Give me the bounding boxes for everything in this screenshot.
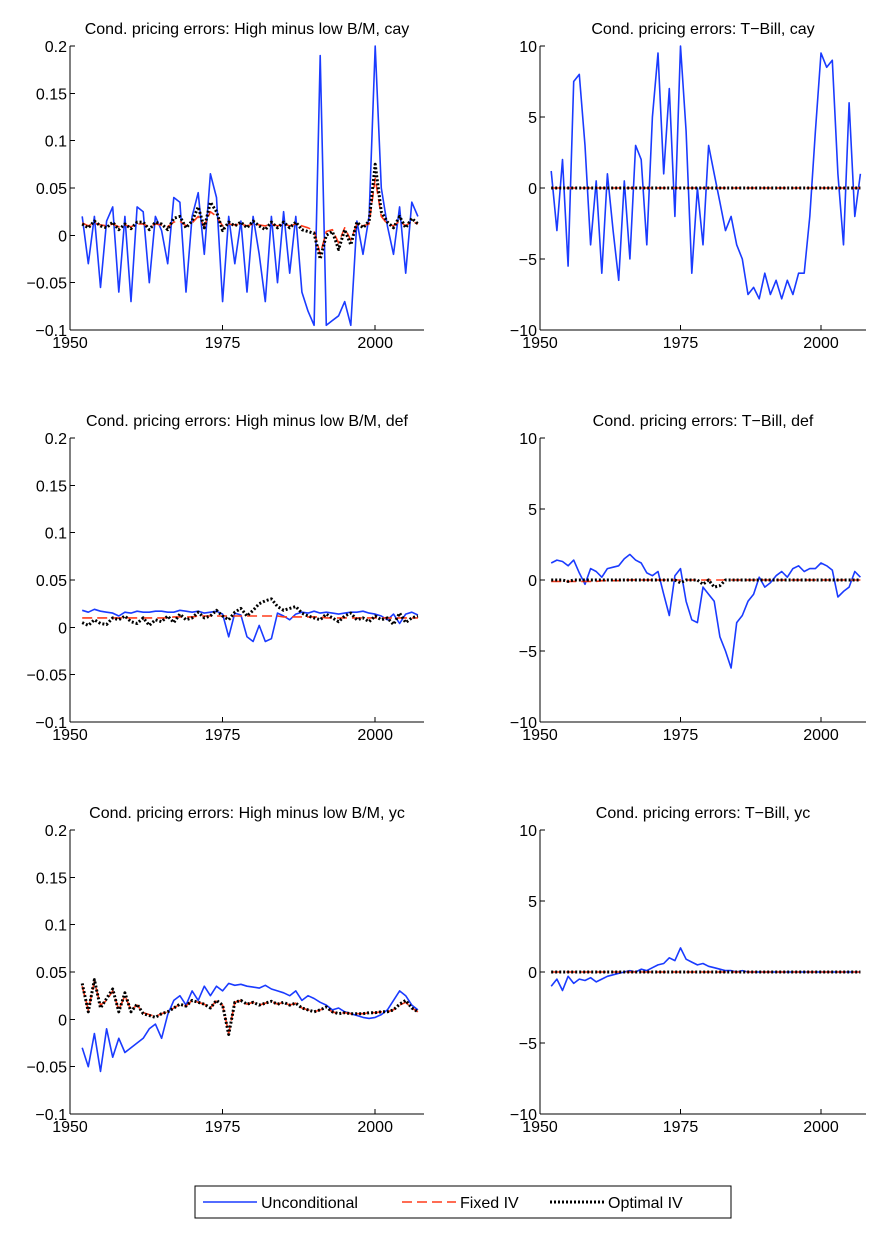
series-line-unconditional: [550, 45, 862, 300]
legend-box: [194, 1185, 732, 1219]
chart-panel-4: Cond. pricing errors: T−Bill, def −10 −5 0 5…: [510, 413, 866, 744]
chart-panel-6: Cond. pricing errors: T−Bill, yc −10 −5 0 5 1…: [510, 805, 866, 1136]
series-line-unconditional: [550, 947, 861, 992]
chart-title: Cond. pricing errors: High minus low B/M…: [86, 413, 408, 430]
y-tick-label: −5: [519, 1036, 537, 1053]
x-tick-label: 2000: [357, 1119, 393, 1136]
series-line-fixed-iv: [82, 615, 418, 619]
y-tick-label: −10: [510, 323, 537, 340]
series-line-optimal-iv: [80, 978, 419, 1036]
x-tick-label: 1975: [663, 1119, 699, 1136]
x-tick-label: 1950: [522, 335, 558, 352]
x-tick-label: 1950: [52, 1119, 88, 1136]
y-tick-label: 0.2: [45, 823, 67, 840]
y-tick-label: −0.1: [35, 715, 67, 732]
y-tick-label: 5: [528, 502, 537, 519]
y-tick-label: 0: [528, 965, 537, 982]
y-tick-label: 0.05: [36, 181, 67, 198]
chart-title: Cond. pricing errors: T−Bill, def: [593, 413, 814, 430]
y-tick-label: 5: [528, 894, 537, 911]
y-tick-label: −10: [510, 715, 537, 732]
x-tick-label: 1975: [205, 727, 241, 744]
x-tick-label: 1950: [52, 727, 88, 744]
x-tick-label: 2000: [803, 1119, 839, 1136]
y-tick-label: 0.1: [45, 134, 67, 151]
y-tick-label: −10: [510, 1107, 537, 1124]
x-tick-label: 1975: [663, 727, 699, 744]
y-tick-label: 0: [58, 1012, 67, 1029]
y-tick-label: −5: [519, 252, 537, 269]
x-tick-label: 2000: [357, 727, 393, 744]
chart-title: Cond. pricing errors: T−Bill, cay: [591, 21, 814, 38]
y-tick-label: 0: [58, 228, 67, 245]
x-tick-label: 1975: [205, 335, 241, 352]
y-tick-label: −0.05: [27, 1060, 68, 1077]
y-tick-label: 0.2: [45, 39, 67, 56]
y-tick-label: 0: [58, 620, 67, 637]
legend-label: Optimal IV: [608, 1195, 683, 1212]
x-tick-label: 1950: [52, 335, 88, 352]
series-line-fixed-iv: [81, 177, 419, 256]
y-tick-label: 0.05: [36, 965, 67, 982]
chart-panel-1: Cond. pricing errors: High minus low B/M…: [27, 21, 424, 352]
series-line-unconditional: [81, 608, 419, 643]
y-tick-label: 0.15: [36, 478, 67, 495]
y-tick-label: −0.05: [27, 276, 68, 293]
y-tick-label: 0: [528, 181, 537, 198]
series-line-optimal-iv: [81, 162, 419, 261]
y-tick-label: −0.1: [35, 323, 67, 340]
y-tick-label: 0.15: [36, 86, 67, 103]
x-tick-label: 1950: [522, 727, 558, 744]
x-tick-label: 2000: [803, 727, 839, 744]
series-line-unconditional: [550, 553, 861, 669]
series-line-unconditional: [81, 45, 419, 327]
x-tick-label: 1975: [663, 335, 699, 352]
x-tick-label: 2000: [803, 335, 839, 352]
chart-title: Cond. pricing errors: High minus low B/M…: [85, 21, 410, 38]
y-tick-label: 0.15: [36, 870, 67, 887]
y-tick-label: 0.1: [45, 526, 67, 543]
x-tick-label: 1950: [522, 1119, 558, 1136]
y-tick-label: 0.05: [36, 573, 67, 590]
y-tick-label: −5: [519, 644, 537, 661]
y-tick-label: −0.1: [35, 1107, 67, 1124]
chart-title: Cond. pricing errors: T−Bill, yc: [596, 805, 810, 822]
y-tick-label: 5: [528, 110, 537, 127]
chart-panel-3: Cond. pricing errors: High minus low B/M…: [27, 413, 424, 744]
y-tick-label: 0.1: [45, 918, 67, 935]
y-tick-label: 0: [528, 573, 537, 590]
y-tick-label: 10: [519, 39, 537, 56]
legend-label: Fixed IV: [460, 1195, 519, 1212]
series-line-optimal-iv: [551, 578, 861, 589]
chart-panel-5: Cond. pricing errors: High minus low B/M…: [27, 805, 424, 1136]
x-tick-label: 1975: [205, 1119, 241, 1136]
legend: Unconditional Fixed IV Optimal IV: [194, 1185, 732, 1219]
series-line-unconditional: [81, 982, 419, 1073]
chart-title: Cond. pricing errors: High minus low B/M…: [89, 805, 405, 822]
y-tick-label: −0.05: [27, 668, 68, 685]
chart-panel-2: Cond. pricing errors: T−Bill, cay −10 −5 0 5…: [510, 21, 866, 352]
y-tick-label: 0.2: [45, 431, 67, 448]
x-tick-label: 2000: [357, 335, 393, 352]
y-tick-label: 10: [519, 431, 537, 448]
y-tick-label: 10: [519, 823, 537, 840]
legend-label: Unconditional: [261, 1195, 358, 1212]
